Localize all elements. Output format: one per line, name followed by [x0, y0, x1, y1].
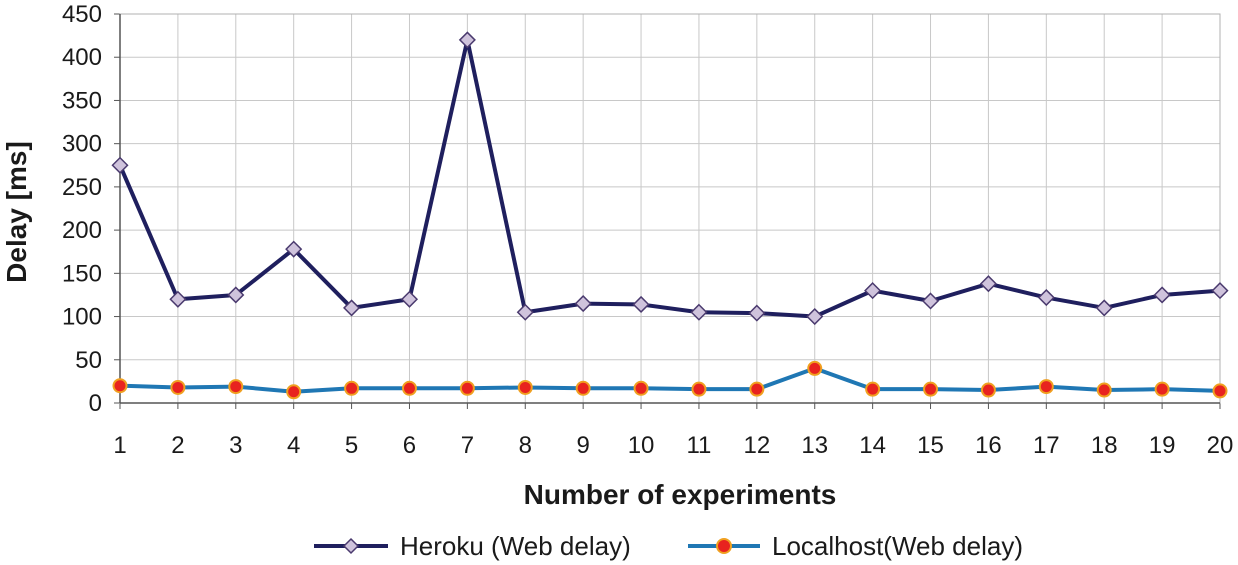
data-point-heroku: [1211, 282, 1229, 300]
data-point-heroku: [169, 290, 187, 308]
data-point-heroku: [979, 275, 997, 293]
data-point-localhost: [575, 380, 591, 396]
x-tick-label: 11: [686, 432, 711, 459]
x-tick-label: 20: [1207, 432, 1234, 459]
data-point-heroku: [748, 304, 766, 322]
x-tick-label: 3: [229, 432, 242, 459]
data-point-heroku: [806, 307, 824, 326]
axes: [114, 13, 1221, 409]
grid: [120, 13, 1221, 403]
y-tick-label: 250: [62, 174, 102, 201]
data-point-localhost: [112, 378, 128, 394]
data-point-localhost: [286, 384, 302, 400]
y-tick-label: 450: [62, 1, 102, 28]
data-point-heroku: [285, 240, 303, 258]
data-point-localhost: [1212, 383, 1228, 399]
series-line-localhost: [119, 366, 1221, 394]
x-tick-label: 14: [859, 432, 886, 459]
data-point-localhost: [228, 379, 244, 395]
y-tick-label: 400: [62, 44, 102, 71]
x-tick-label: 10: [628, 432, 655, 459]
x-tick-label: 17: [1033, 432, 1060, 459]
data-point-heroku: [458, 31, 476, 49]
x-tick-label: 6: [403, 432, 416, 459]
x-tick-label: 2: [171, 432, 184, 459]
data-point-localhost: [1154, 381, 1170, 397]
y-tick-label: 100: [62, 304, 102, 331]
x-tick-label: 4: [287, 432, 300, 459]
x-tick-label: 9: [576, 432, 589, 459]
x-tick-label: 18: [1091, 432, 1118, 459]
legend: Heroku (Web delay) Localhost(Web delay): [314, 531, 1023, 561]
legend-marker-heroku: [342, 537, 360, 555]
x-tick-label: 1: [113, 432, 126, 459]
x-tick-label: 15: [917, 432, 944, 459]
data-point-heroku: [1037, 288, 1055, 307]
y-axis-title: Delay [ms]: [1, 141, 32, 283]
y-tick-label: 150: [62, 260, 102, 287]
data-point-heroku: [632, 295, 650, 314]
data-point-localhost: [517, 379, 533, 395]
legend-label-heroku: Heroku (Web delay): [400, 531, 631, 561]
series-layer: [111, 31, 1229, 400]
y-tick-label: 50: [75, 347, 102, 374]
x-axis-title: Number of experiments: [524, 479, 837, 510]
data-point-localhost: [923, 381, 939, 397]
data-point-localhost: [807, 360, 823, 376]
data-point-localhost: [1096, 382, 1112, 398]
data-point-localhost: [749, 381, 765, 397]
x-tick-label: 16: [975, 432, 1002, 459]
data-point-localhost: [170, 379, 186, 395]
x-tick-label: 12: [743, 432, 770, 459]
y-tick-label: 300: [62, 131, 102, 158]
x-tick-label: 7: [461, 432, 474, 459]
x-tick-label: 5: [345, 432, 358, 459]
data-point-heroku: [227, 286, 245, 304]
data-point-localhost: [980, 382, 996, 398]
y-tick-label: 350: [62, 87, 102, 114]
data-point-localhost: [633, 380, 649, 396]
x-tick-label: 19: [1149, 432, 1176, 459]
data-point-heroku: [1095, 299, 1113, 317]
data-point-heroku: [574, 295, 592, 313]
data-point-localhost: [865, 381, 881, 397]
data-point-heroku: [111, 156, 129, 174]
series-line-heroku: [118, 37, 1221, 319]
x-tick-label: 8: [519, 432, 532, 459]
data-point-heroku: [1153, 286, 1171, 304]
legend-marker-localhost: [716, 538, 732, 554]
plot-border: [119, 13, 1221, 404]
legend-label-localhost: Localhost(Web delay): [772, 531, 1023, 561]
data-point-heroku: [516, 303, 534, 321]
data-point-localhost: [401, 380, 417, 396]
y-tick-label: 0: [89, 390, 102, 417]
data-point-heroku: [343, 299, 361, 317]
data-point-heroku: [921, 292, 940, 310]
data-point-heroku: [864, 282, 882, 300]
x-tick-label: 13: [801, 432, 828, 459]
legend-item-localhost: Localhost(Web delay): [688, 531, 1023, 561]
data-point-heroku: [400, 290, 419, 308]
data-point-localhost: [691, 381, 707, 397]
y-tick-label: 200: [62, 217, 102, 244]
data-point-localhost: [1038, 379, 1054, 395]
data-point-heroku: [690, 303, 708, 321]
data-point-localhost: [344, 380, 360, 396]
data-point-localhost: [459, 380, 475, 396]
legend-item-heroku: Heroku (Web delay): [314, 531, 631, 561]
